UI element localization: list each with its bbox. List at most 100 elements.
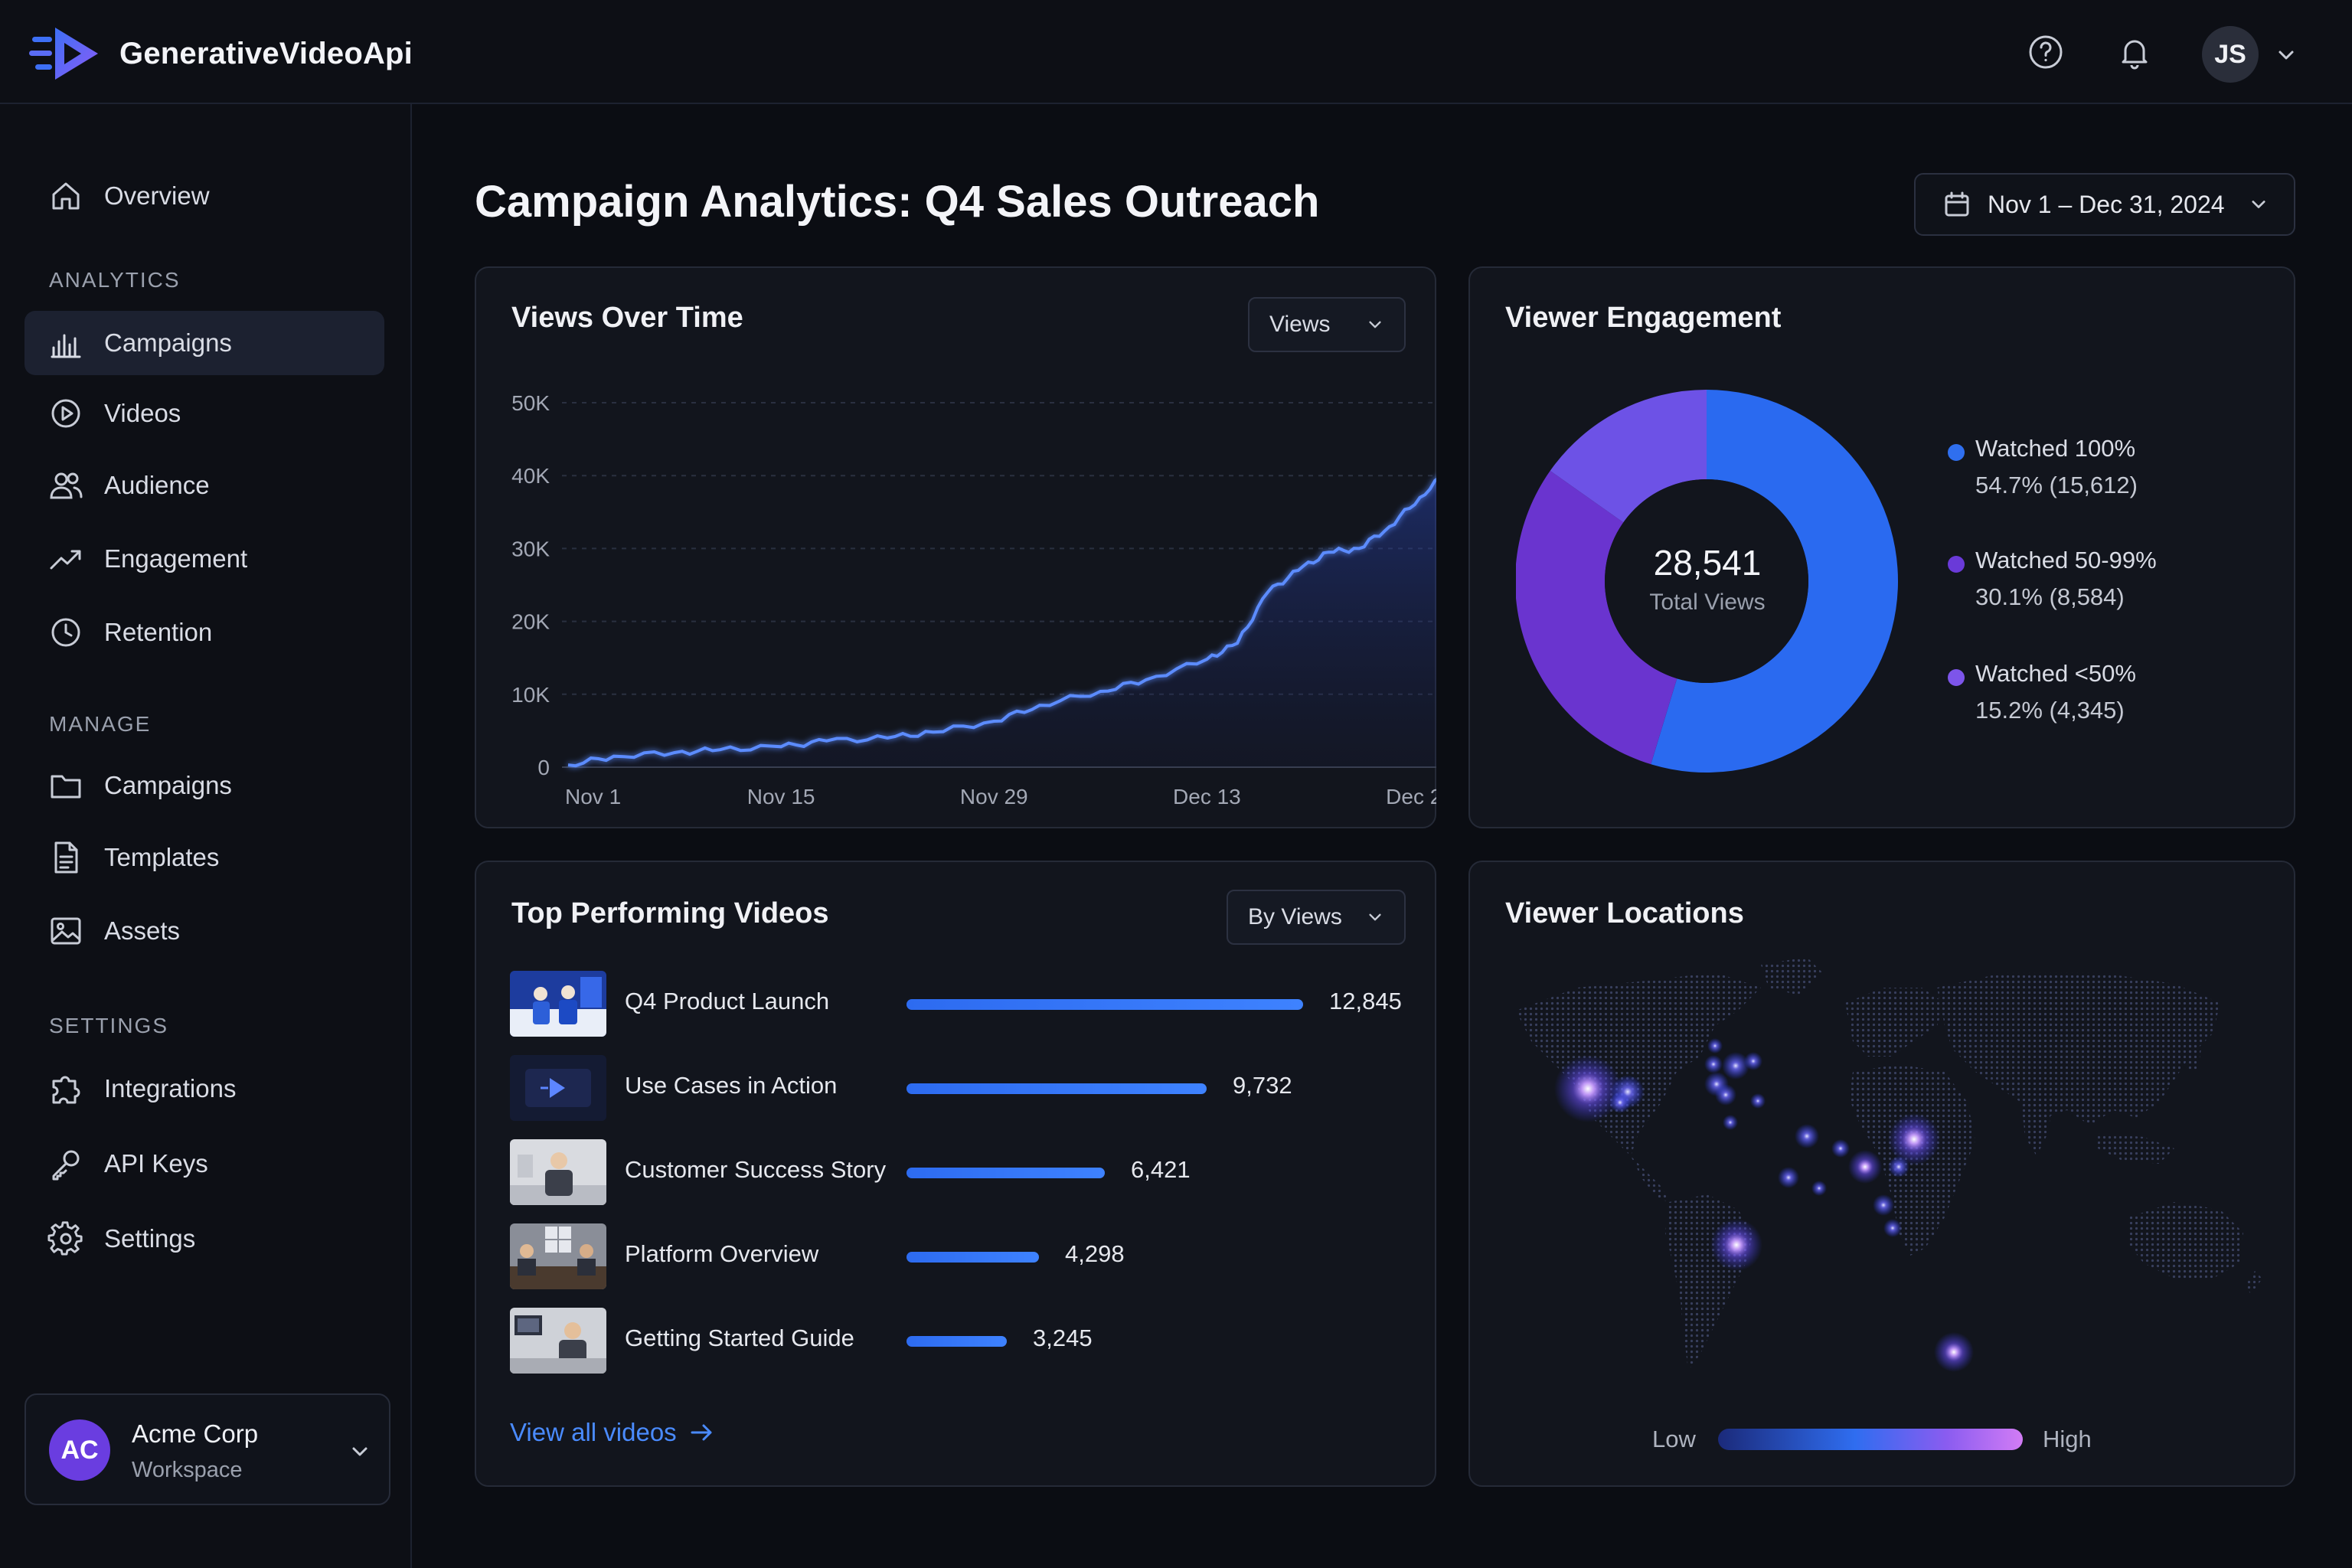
bar-chart-icon xyxy=(47,325,84,361)
video-title: Platform Overview xyxy=(625,1240,819,1267)
date-range-picker[interactable]: Nov 1 – Dec 31, 2024 xyxy=(1914,173,2295,236)
sidebar-item-overview[interactable]: Overview xyxy=(24,164,384,228)
x-tick-label: Nov 29 xyxy=(960,785,1028,808)
sidebar-item-label: Templates xyxy=(104,843,220,871)
sort-select[interactable]: By Views xyxy=(1227,890,1406,945)
gear-icon xyxy=(47,1220,84,1257)
card-title: Top Performing Videos xyxy=(511,897,829,929)
card-title: Viewer Locations xyxy=(1505,897,1744,929)
legend-item-watched-under-50: Watched <50% 15.2% (4,345) xyxy=(1948,660,2136,724)
sidebar-item-campaigns-analytics[interactable]: Campaigns xyxy=(24,311,384,375)
play-circle-icon xyxy=(47,395,84,432)
chevron-down-icon xyxy=(2245,191,2272,218)
sidebar-item-label: Retention xyxy=(104,618,213,646)
users-icon xyxy=(47,467,84,504)
video-thumbnail xyxy=(510,971,606,1037)
key-icon xyxy=(47,1145,84,1182)
chevron-down-icon[interactable] xyxy=(2271,40,2301,70)
workspace-switcher[interactable]: AC Acme Corp Workspace xyxy=(24,1393,390,1505)
date-range-label: Nov 1 – Dec 31, 2024 xyxy=(1988,190,2225,218)
video-thumbnail xyxy=(510,1308,606,1374)
video-views-value: 6,421 xyxy=(1131,1156,1191,1183)
legend-dot xyxy=(1948,556,1965,573)
video-views-value: 3,245 xyxy=(1033,1325,1093,1351)
donut-slice[interactable] xyxy=(1550,390,1707,523)
top-bar: GenerativeVideoApi JS xyxy=(0,0,2352,104)
user-avatar[interactable]: JS xyxy=(2202,26,2259,83)
workspace-avatar: AC xyxy=(49,1419,110,1481)
video-views-bar xyxy=(906,1336,1007,1347)
donut-slice[interactable] xyxy=(1516,470,1677,765)
metric-select-value: Views xyxy=(1269,312,1331,337)
legend-item-watched-100: Watched 100% 54.7% (15,612) xyxy=(1948,435,2138,499)
legend-detail: 15.2% (4,345) xyxy=(1975,697,2125,724)
folder-icon xyxy=(47,767,84,804)
legend-dot xyxy=(1948,444,1965,461)
video-row[interactable]: Customer Success Story 6,421 xyxy=(510,1139,1429,1205)
video-views-bar xyxy=(906,999,1303,1010)
card-title: Viewer Engagement xyxy=(1505,302,1782,334)
viewer-locations-card: Viewer Locations xyxy=(1468,861,2295,1487)
view-all-label: View all videos xyxy=(510,1418,677,1446)
help-circle-icon[interactable] xyxy=(2024,31,2067,74)
sidebar-item-templates[interactable]: Templates xyxy=(24,825,384,890)
y-tick-label: 20K xyxy=(511,610,550,634)
sort-select-value: By Views xyxy=(1248,904,1342,929)
video-row[interactable]: Use Cases in Action 9,732 xyxy=(510,1055,1429,1121)
view-all-videos-link[interactable]: View all videos xyxy=(510,1418,715,1447)
legend-dot xyxy=(1948,669,1965,686)
card-title: Views Over Time xyxy=(511,302,743,334)
x-tick-label: Dec 27 xyxy=(1386,785,1436,808)
document-icon xyxy=(47,839,84,876)
metric-select[interactable]: Views xyxy=(1248,297,1406,352)
video-thumbnail xyxy=(510,1223,606,1289)
sidebar-item-engagement[interactable]: Engagement xyxy=(24,527,384,591)
donut-hole xyxy=(1605,479,1808,683)
app-name: GenerativeVideoApi xyxy=(119,36,413,70)
bell-icon[interactable] xyxy=(2113,31,2156,74)
sidebar-item-api-keys[interactable]: API Keys xyxy=(24,1132,384,1196)
sidebar-item-assets[interactable]: Assets xyxy=(24,899,384,963)
sidebar-item-label: Audience xyxy=(104,471,210,499)
clock-icon xyxy=(47,614,84,651)
workspace-name: Acme Corp xyxy=(132,1419,259,1448)
total-views-value: 28,541 xyxy=(1653,543,1762,583)
video-views-value: 9,732 xyxy=(1233,1072,1292,1099)
chevron-down-icon xyxy=(1363,905,1387,929)
video-views-value: 12,845 xyxy=(1329,988,1402,1014)
donut-center: 28,541 Total Views xyxy=(1631,542,1784,616)
views-line-chart: 0 10K 20K 30K 40K 50K Nov 1 Nov 15 Nov 29 Dec 13… xyxy=(511,391,1436,808)
video-row[interactable]: Getting Started Guide 3,245 xyxy=(510,1308,1429,1374)
sidebar-item-campaigns-manage[interactable]: Campaigns xyxy=(24,753,384,818)
sidebar-item-label: Assets xyxy=(104,916,181,945)
sidebar-item-label: Campaigns xyxy=(104,771,232,799)
video-title: Getting Started Guide xyxy=(625,1325,854,1351)
video-row[interactable]: Platform Overview 4,298 xyxy=(510,1223,1429,1289)
video-row[interactable]: Q4 Product Launch 12,845 xyxy=(510,971,1429,1037)
sidebar-item-settings[interactable]: Settings xyxy=(24,1207,384,1271)
video-views-bar xyxy=(906,1168,1105,1178)
sidebar-item-integrations[interactable]: Integrations xyxy=(24,1057,384,1121)
sidebar-item-retention[interactable]: Retention xyxy=(24,600,384,665)
sidebar-item-audience[interactable]: Audience xyxy=(24,453,384,518)
video-title: Customer Success Story xyxy=(625,1156,887,1183)
y-tick-label: 10K xyxy=(511,683,550,707)
legend-item-watched-50-99: Watched 50-99% 30.1% (8,584) xyxy=(1948,547,2157,611)
total-views-label: Total Views xyxy=(1649,590,1766,615)
chevron-down-icon xyxy=(1363,312,1387,337)
sidebar-item-label: Campaigns xyxy=(104,328,232,357)
donut-slice[interactable] xyxy=(1651,390,1898,773)
y-tick-label: 30K xyxy=(511,537,550,560)
puzzle-icon xyxy=(47,1070,84,1107)
views-series-line xyxy=(567,478,1436,768)
sidebar-item-videos[interactable]: Videos xyxy=(24,381,384,446)
sidebar-item-label: Engagement xyxy=(104,544,248,573)
legend-label: Watched 50-99% xyxy=(1975,547,2157,573)
page-title: Campaign Analytics: Q4 Sales Outreach xyxy=(475,177,1320,227)
sidebar-item-label: API Keys xyxy=(104,1149,208,1178)
logo-icon xyxy=(29,28,98,80)
sidebar-item-label: Settings xyxy=(104,1224,196,1253)
legend-label: Watched 100% xyxy=(1975,435,2136,462)
legend-detail: 30.1% (8,584) xyxy=(1975,583,2125,610)
brand[interactable]: GenerativeVideoApi xyxy=(29,23,413,84)
